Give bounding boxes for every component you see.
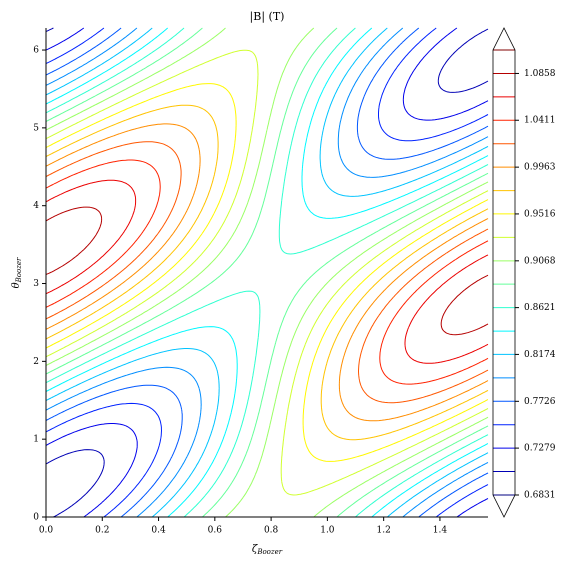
contour-line <box>45 123 489 422</box>
colorbar-tick-label: 1.0411 <box>524 116 556 126</box>
colorbar-tick-label: 0.6831 <box>524 491 556 501</box>
y-tick-label: 4 <box>33 201 39 211</box>
y-label-symbol: θ <box>11 282 22 288</box>
contour-line <box>45 27 489 518</box>
contour-line <box>45 27 489 518</box>
contour-line <box>45 27 489 518</box>
contour-line <box>45 27 489 518</box>
colorbar-outline <box>492 27 516 518</box>
y-tick-label: 2 <box>33 357 39 367</box>
y-tick-label: 5 <box>33 123 39 133</box>
y-tick-label: 6 <box>33 46 39 56</box>
contour-line <box>45 104 489 441</box>
x-tick-label: 0.0 <box>39 526 54 536</box>
contour-line <box>45 83 489 462</box>
x-tick-label: 0.6 <box>208 526 223 536</box>
y-tick-label: 0 <box>33 513 39 523</box>
colorbar-tick-label: 1.0858 <box>524 69 556 79</box>
x-label-subscript: Boozer <box>256 548 282 556</box>
y-tick-label: 3 <box>33 279 39 289</box>
x-label-symbol: ζ <box>252 544 258 555</box>
colorbar-tick-label: 0.9963 <box>524 163 556 173</box>
y-tick-label: 1 <box>33 435 39 445</box>
colorbar-tick-label: 0.8174 <box>524 350 556 360</box>
plot-area <box>45 27 489 518</box>
x-tick-label: 0.4 <box>151 526 166 536</box>
contour-line <box>45 159 489 385</box>
y-label-subscript: Boozer <box>15 257 23 283</box>
y-axis-label: θBoozer <box>11 257 24 288</box>
colorbar-tick-label: 0.8621 <box>524 303 556 313</box>
colorbar-tick-label: 0.7279 <box>524 444 556 454</box>
colorbar-tick-label: 0.9068 <box>524 256 556 266</box>
x-axis-label: ζBoozer <box>252 544 283 557</box>
contour-line <box>45 27 489 518</box>
contour-line <box>45 27 489 518</box>
contour-line <box>45 27 489 518</box>
contour-line <box>45 141 489 404</box>
contour-line <box>45 27 489 518</box>
x-tick-label: 1.0 <box>320 526 335 536</box>
x-tick-label: 1.4 <box>433 526 448 536</box>
contour-line <box>45 27 489 518</box>
x-tick-label: 1.2 <box>376 526 390 536</box>
colorbar-tick-label: 0.9516 <box>524 209 556 219</box>
contour-line <box>45 27 489 518</box>
colorbar-tick-label: 0.7726 <box>524 397 556 407</box>
chart-title: |B| (T) <box>250 10 285 24</box>
contour-line <box>45 49 489 496</box>
x-tick-label: 0.2 <box>95 526 109 536</box>
x-tick-label: 0.8 <box>264 526 279 536</box>
